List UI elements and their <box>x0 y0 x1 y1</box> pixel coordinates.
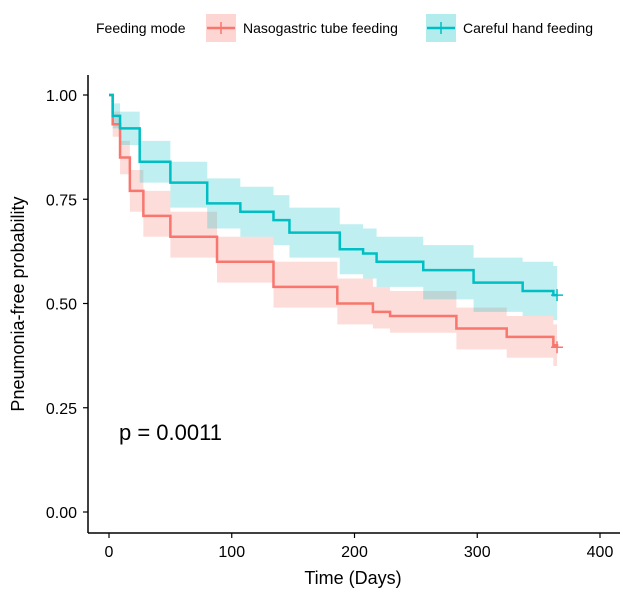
survival-curve-1 <box>109 93 558 297</box>
x-tick-label: 300 <box>464 544 491 561</box>
confidence-bands <box>109 95 558 367</box>
legend-item-nasogastric: Nasogastric tube feeding <box>206 14 398 42</box>
legend-item-careful-hand: Careful hand feeding <box>426 14 593 42</box>
y-tick-label: 1.00 <box>46 88 77 105</box>
x-axis-label: Time (Days) <box>304 568 401 588</box>
x-tick-label: 0 <box>105 544 114 561</box>
survival-curve-0 <box>109 93 559 348</box>
p-value-annotation: p = 0.0011 <box>119 420 222 445</box>
x-tick-label: 200 <box>341 544 368 561</box>
y-axis-label: Pneumonia-free probability <box>8 196 28 411</box>
survival-curves <box>109 93 564 354</box>
censor-mark-1 <box>551 289 564 302</box>
x-ticks: 0 100 200 300 400 <box>105 533 614 561</box>
legend-title: Feeding mode <box>96 20 186 36</box>
y-tick-label: 0.00 <box>46 505 77 522</box>
y-tick-label: 0.50 <box>46 297 77 314</box>
y-ticks: 0.00 0.25 0.50 0.75 1.00 <box>46 88 88 522</box>
y-tick-label: 0.25 <box>46 401 77 418</box>
x-tick-label: 400 <box>587 544 614 561</box>
confidence-band-0 <box>109 95 558 367</box>
legend-label: Nasogastric tube feeding <box>243 20 398 36</box>
censor-mark-0 <box>551 341 564 354</box>
x-tick-label: 100 <box>218 544 245 561</box>
y-tick-label: 0.75 <box>46 192 77 209</box>
legend-label: Careful hand feeding <box>463 20 593 36</box>
confidence-band-1 <box>109 95 558 321</box>
legend: Feeding mode Nasogastric tube feeding Ca… <box>96 14 593 42</box>
